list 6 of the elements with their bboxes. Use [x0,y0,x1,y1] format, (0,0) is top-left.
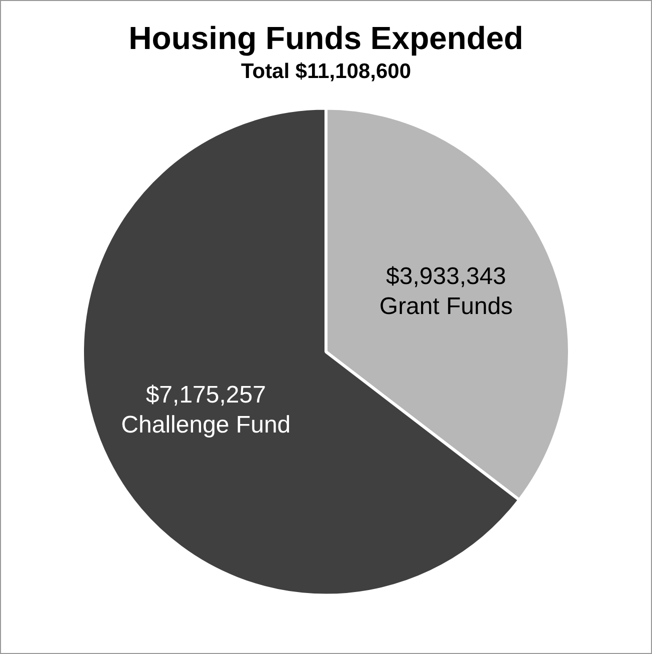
data-label: $7,175,257 [146,382,266,409]
slice-label: Grant Funds [379,293,513,320]
slice-label: Challenge Fund [121,412,291,439]
chart-title: Housing Funds Expended [128,20,524,56]
data-label: $3,933,343 [386,263,506,290]
chart-subtitle: Total $11,108,600 [240,60,412,83]
